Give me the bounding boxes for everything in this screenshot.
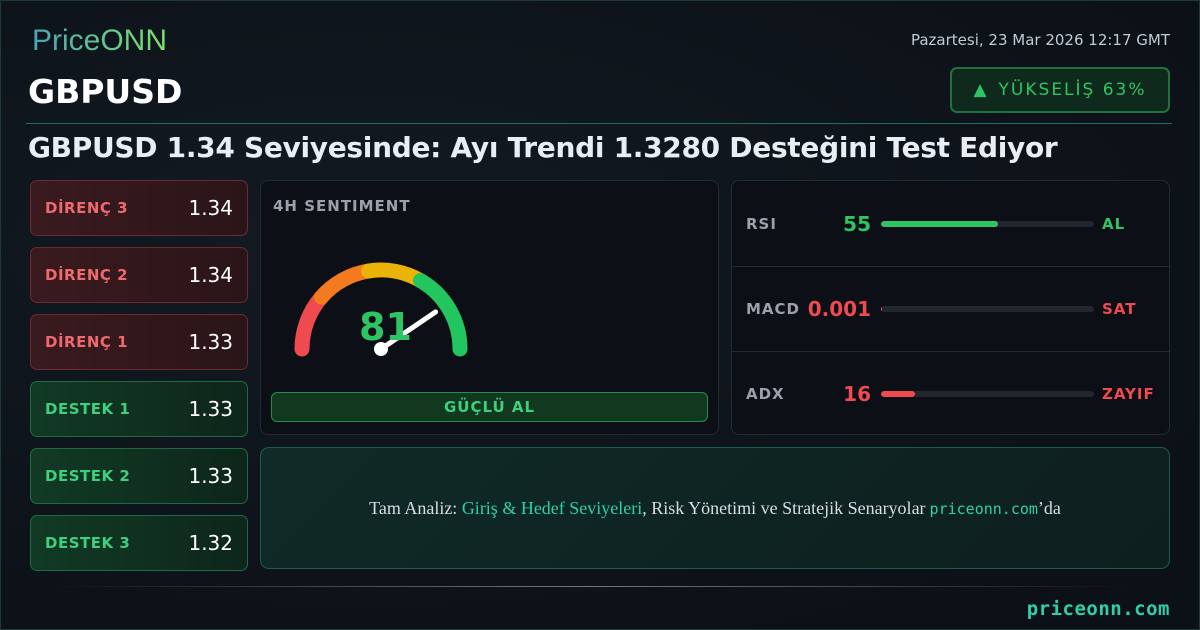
sentiment-panel: 4H SENTIMENT 81 GÜÇLÜ AL xyxy=(260,180,719,435)
indicator-bar xyxy=(881,306,1094,312)
level-resistance: DİRENÇ 2 1.34 xyxy=(30,247,248,303)
trend-label: YÜKSELİŞ 63% xyxy=(998,80,1147,100)
pair-title: GBPUSD xyxy=(28,72,183,111)
gauge-segment xyxy=(313,263,377,305)
indicator-signal: ZAYIF xyxy=(1102,385,1155,403)
indicator-bar xyxy=(881,391,1094,397)
level-resistance: DİRENÇ 1 1.33 xyxy=(30,314,248,370)
indicator-name: MACD xyxy=(746,300,800,318)
gauge-needle xyxy=(378,309,439,352)
indicator-value: 16 xyxy=(843,382,871,406)
gauge-segment xyxy=(413,273,468,357)
indicator-row-rsi: RSI 55 AL xyxy=(732,181,1169,266)
gauge-segment xyxy=(294,289,329,357)
level-label: DESTEK 2 xyxy=(45,467,131,485)
level-value: 1.34 xyxy=(188,263,233,287)
triangle-up-icon: ▲ xyxy=(973,80,989,100)
level-label: DESTEK 3 xyxy=(45,534,131,552)
footer-site[interactable]: priceonn.com xyxy=(1026,598,1170,620)
level-value: 1.33 xyxy=(188,330,233,354)
indicator-bar xyxy=(881,220,1094,227)
cta-suffix: ’da xyxy=(1037,497,1061,518)
gauge-pivot xyxy=(374,342,388,356)
level-value: 1.34 xyxy=(188,196,233,220)
cta-banner[interactable]: Tam Analiz: Giriş & Hedef Seviyeleri, Ri… xyxy=(260,447,1170,569)
sentiment-verdict: GÜÇLÜ AL xyxy=(271,392,708,422)
indicator-value: 55 xyxy=(843,211,871,236)
level-resistance: DİRENÇ 3 1.34 xyxy=(30,180,248,236)
date-time: Pazartesi, 23 Mar 2026 12:17 GMT xyxy=(910,31,1170,49)
level-label: DİRENÇ 1 xyxy=(45,333,129,351)
level-value: 1.33 xyxy=(188,464,233,488)
trend-badge: ▲ YÜKSELİŞ 63% xyxy=(950,67,1170,113)
indicators-panel: RSI 55 AL MACD 0.001 SAT ADX 16 ZAYIF xyxy=(731,180,1170,435)
indicator-signal: SAT xyxy=(1102,300,1137,318)
indicator-signal: AL xyxy=(1102,214,1126,233)
indicator-bar-fill xyxy=(881,391,916,397)
gauge-segment xyxy=(361,262,428,289)
level-value: 1.32 xyxy=(188,531,233,555)
headline: GBPUSD 1.34 Seviyesinde: Ayı Trendi 1.32… xyxy=(28,131,1058,164)
cta-highlight: Giriş & Hedef Seviyeleri xyxy=(461,497,643,518)
level-label: DİRENÇ 2 xyxy=(45,266,129,284)
indicator-value: 0.001 xyxy=(807,297,871,321)
level-label: DİRENÇ 3 xyxy=(45,199,129,217)
indicator-row-adx: ADX 16 ZAYIF xyxy=(732,351,1169,436)
divider xyxy=(26,123,1172,124)
level-value: 1.33 xyxy=(188,397,233,421)
level-support: DESTEK 1 1.33 xyxy=(30,381,248,437)
indicator-row-macd: MACD 0.001 SAT xyxy=(732,266,1169,351)
footer-divider xyxy=(52,586,1130,587)
sentiment-gauge xyxy=(294,262,468,357)
indicator-name: RSI xyxy=(746,214,777,233)
level-support: DESTEK 2 1.33 xyxy=(30,448,248,504)
indicator-name: ADX xyxy=(746,385,785,403)
sentiment-title: 4H SENTIMENT xyxy=(273,197,411,215)
cta-prefix: Tam Analiz: xyxy=(369,497,462,518)
indicator-bar-fill xyxy=(881,306,883,312)
indicator-bar-fill xyxy=(881,220,999,227)
level-support: DESTEK 3 1.32 xyxy=(30,515,248,571)
level-label: DESTEK 1 xyxy=(45,400,131,418)
cta-site-link[interactable]: priceonn.com xyxy=(929,499,1038,518)
logo: PriceONN xyxy=(32,24,168,57)
cta-middle: , Risk Yönetimi ve Stratejik Senaryolar xyxy=(642,497,926,518)
sentiment-score: 81 xyxy=(359,305,412,349)
